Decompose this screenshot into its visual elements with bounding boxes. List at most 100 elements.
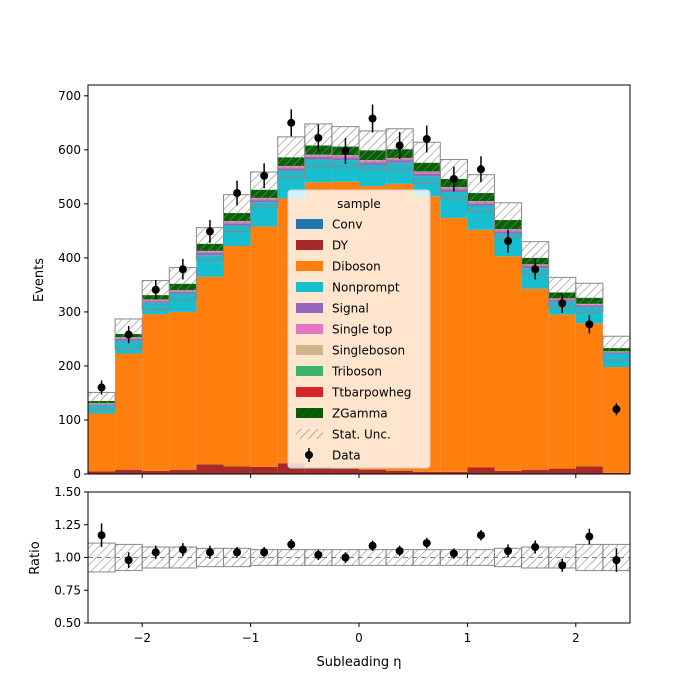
ratio-y-tick-label: 1.25	[54, 518, 81, 532]
legend-swatch-nonprompt	[296, 282, 323, 292]
bar-diboson	[521, 288, 549, 470]
bar-dy	[467, 467, 495, 474]
ratio-point	[151, 548, 160, 557]
ratio-point	[585, 532, 594, 541]
stat-unc-bin	[277, 136, 306, 179]
ratio-unc-bin	[466, 549, 495, 566]
bar-dy	[440, 471, 468, 474]
data-point	[422, 135, 431, 144]
legend-label-conv: Conv	[332, 218, 362, 232]
data-points	[97, 104, 621, 416]
bar-dy	[169, 469, 197, 474]
stat-unc-bin	[575, 282, 604, 313]
bar-diboson	[142, 314, 170, 471]
bar-dy	[413, 471, 441, 474]
data-point	[585, 320, 594, 329]
legend-swatch-singleboson	[296, 345, 323, 355]
data-point	[97, 383, 106, 392]
ratio-point	[124, 556, 133, 565]
bar-dy	[223, 466, 251, 474]
ratio-point	[612, 556, 621, 565]
bar-dy	[331, 468, 359, 474]
ratio-point	[178, 545, 187, 554]
legend-swatch-ttbarpowheg	[296, 387, 323, 397]
bar-dy	[575, 466, 603, 474]
bar-diboson	[250, 226, 278, 467]
legend-swatch-stat-unc	[296, 429, 323, 439]
y-tick-label: 300	[58, 305, 81, 319]
bar-diboson	[169, 311, 197, 470]
data-point	[531, 265, 540, 274]
stat-unc-bin	[358, 130, 387, 171]
data-point	[124, 330, 133, 339]
data-point	[395, 141, 404, 150]
ratio-point	[558, 561, 567, 570]
bar-diboson	[196, 276, 224, 465]
x-tick-label: 0	[355, 631, 363, 645]
bar-dy	[88, 471, 116, 474]
data-point	[205, 227, 214, 236]
legend-label-nonprompt: Nonprompt	[332, 281, 400, 295]
data-point	[314, 133, 323, 142]
bar-diboson	[223, 246, 251, 467]
ratio-point	[97, 531, 106, 540]
x-tick-label: 1	[464, 631, 472, 645]
legend-label-single-top: Single top	[332, 323, 392, 337]
ratio-point	[205, 548, 214, 557]
ratio-point	[531, 543, 540, 552]
ratio-point	[287, 540, 296, 549]
bar-diboson	[602, 367, 630, 473]
data-point	[449, 175, 458, 184]
legend-label-diboson: Diboson	[332, 260, 381, 274]
ratio-point	[260, 548, 269, 557]
bar-dy	[142, 470, 170, 474]
ratio-point	[233, 548, 242, 557]
bar-diboson	[115, 353, 143, 470]
ratio-y-tick-label: 1.50	[54, 485, 81, 499]
legend-swatch-single-top	[296, 324, 323, 334]
legend-swatch-triboson	[296, 366, 323, 376]
legend-label-stat-unc-: Stat. Unc.	[332, 428, 391, 442]
ratio-point	[449, 549, 458, 558]
data-point	[612, 405, 621, 414]
legend-label-signal: Signal	[332, 302, 369, 316]
axis-labels: Events Ratio Subleading η	[28, 258, 402, 670]
ratio-point	[422, 539, 431, 548]
bar-dy	[602, 472, 630, 474]
legend-swatch-conv	[296, 219, 323, 229]
legend-title: sample	[337, 197, 381, 211]
legend-label-data: Data	[332, 449, 361, 463]
bar-dy	[521, 469, 549, 474]
bar-dy	[494, 470, 522, 474]
legend-swatch-signal	[296, 303, 323, 313]
ratio-panel: 0.50 0.75 1.00 1.25 1.50 −2 −1 0 1 2	[54, 485, 631, 645]
legend-data-marker	[305, 451, 313, 459]
bar-diboson	[440, 217, 468, 472]
legend-swatch-diboson	[296, 261, 323, 271]
ratio-unc-bin	[575, 543, 604, 572]
data-point	[341, 146, 350, 155]
y-tick-label: 600	[58, 143, 81, 157]
ratio-point	[395, 546, 404, 555]
ratio-point	[341, 553, 350, 562]
x-axis-label: Subleading η	[316, 655, 401, 670]
data-point	[368, 114, 377, 123]
y-tick-label: 400	[58, 251, 81, 265]
data-point	[476, 165, 485, 174]
y-tick-label: 200	[58, 359, 81, 373]
y-tick-label: 0	[73, 467, 81, 481]
ratio-y-tick-label: 1.00	[54, 551, 81, 565]
data-point	[558, 299, 567, 308]
bar-diboson	[494, 256, 522, 471]
main-y-axis-label: Events	[32, 258, 47, 302]
ratio-point	[504, 546, 513, 555]
bar-diboson	[548, 314, 576, 469]
bar-nonprompt	[196, 255, 224, 277]
x-tick-label: −1	[242, 631, 260, 645]
legend-label-ttbarpowheg: Ttbarpowheg	[331, 386, 411, 400]
data-point	[260, 171, 269, 180]
x-tick-label: 2	[572, 631, 580, 645]
data-point	[151, 285, 160, 294]
